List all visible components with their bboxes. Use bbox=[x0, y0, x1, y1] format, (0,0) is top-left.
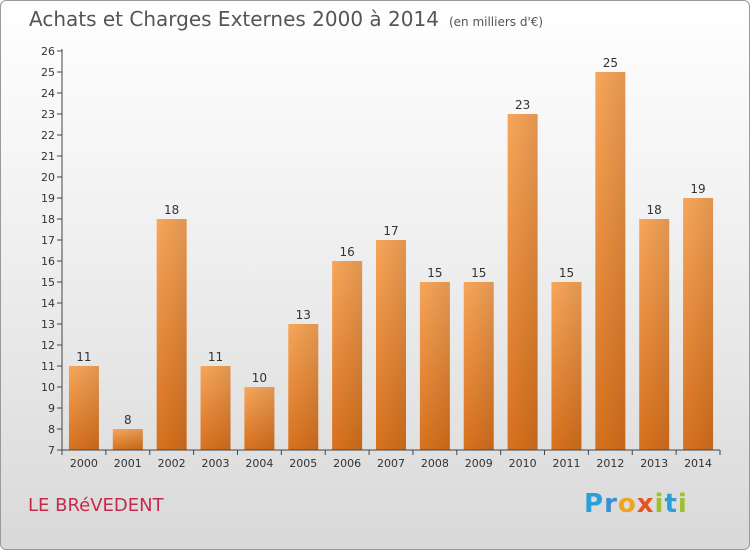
bar-shade bbox=[288, 324, 319, 450]
y-tick-label: 19 bbox=[41, 192, 55, 205]
x-tick-label: 2006 bbox=[333, 457, 361, 470]
logo-letter: x bbox=[636, 489, 655, 519]
x-tick-label: 2009 bbox=[465, 457, 493, 470]
y-tick-label: 23 bbox=[41, 108, 55, 121]
bar-shade bbox=[595, 72, 626, 450]
y-tick-label: 18 bbox=[41, 213, 55, 226]
logo-letter: o bbox=[617, 489, 637, 519]
bar-value-label: 15 bbox=[559, 266, 574, 280]
y-tick-label: 26 bbox=[41, 45, 55, 58]
y-tick-label: 10 bbox=[41, 381, 55, 394]
y-tick-label: 20 bbox=[41, 171, 55, 184]
bar-shade bbox=[551, 282, 582, 450]
bar-value-label: 10 bbox=[252, 371, 267, 385]
x-tick-label: 2012 bbox=[596, 457, 624, 470]
bar-value-label: 11 bbox=[208, 350, 223, 364]
bar-shade bbox=[200, 366, 231, 450]
bar-value-label: 15 bbox=[427, 266, 442, 280]
bar-value-label: 8 bbox=[124, 413, 132, 427]
bar-value-label: 19 bbox=[690, 182, 705, 196]
proxiti-logo: Proxiti bbox=[584, 489, 688, 519]
bar-shade bbox=[332, 261, 363, 450]
bar-shade bbox=[376, 240, 406, 450]
y-tick-label: 24 bbox=[41, 87, 55, 100]
bar-value-label: 15 bbox=[471, 266, 486, 280]
y-tick-label: 22 bbox=[41, 129, 55, 142]
bar-value-label: 23 bbox=[515, 98, 530, 112]
x-tick-label: 2000 bbox=[70, 457, 98, 470]
place-name: LE BRéVEDENT bbox=[28, 495, 164, 516]
bar-shade bbox=[244, 387, 275, 450]
logo-letter: i bbox=[677, 489, 688, 519]
y-tick-label: 8 bbox=[48, 423, 55, 436]
bar-value-label: 18 bbox=[164, 203, 179, 217]
logo-letter: t bbox=[664, 489, 678, 519]
logo-letter: r bbox=[604, 489, 618, 519]
bar-shade bbox=[68, 366, 99, 450]
chart-title-block: Achats et Charges Externes 2000 à 2014 (e… bbox=[29, 7, 543, 31]
bar-shade bbox=[463, 282, 494, 450]
y-tick-label: 7 bbox=[48, 444, 55, 457]
x-tick-label: 2005 bbox=[289, 457, 317, 470]
y-tick-label: 12 bbox=[41, 339, 55, 352]
bar-value-label: 25 bbox=[603, 56, 618, 70]
x-tick-label: 2008 bbox=[421, 457, 449, 470]
logo-letter: P bbox=[584, 489, 605, 519]
bar-shade bbox=[683, 198, 714, 450]
x-tick-label: 2001 bbox=[114, 457, 142, 470]
x-tick-label: 2007 bbox=[377, 457, 405, 470]
x-tick-label: 2014 bbox=[684, 457, 712, 470]
y-tick-label: 25 bbox=[41, 66, 55, 79]
x-tick-label: 2011 bbox=[552, 457, 580, 470]
x-tick-label: 2013 bbox=[640, 457, 668, 470]
bar-value-label: 17 bbox=[383, 224, 398, 238]
y-tick-label: 16 bbox=[41, 255, 55, 268]
y-tick-label: 9 bbox=[48, 402, 55, 415]
y-tick-label: 21 bbox=[41, 150, 55, 163]
y-tick-label: 17 bbox=[41, 234, 55, 247]
chart-unit: (en milliers d'€) bbox=[448, 15, 544, 29]
bar-shade bbox=[112, 429, 143, 450]
bar-shade bbox=[156, 219, 187, 450]
y-tick-label: 14 bbox=[41, 297, 55, 310]
x-tick-label: 2004 bbox=[245, 457, 273, 470]
bar-value-label: 13 bbox=[296, 308, 311, 322]
bar-value-label: 11 bbox=[76, 350, 91, 364]
x-tick-label: 2003 bbox=[202, 457, 230, 470]
logo-letter: i bbox=[654, 489, 665, 519]
y-tick-label: 13 bbox=[41, 318, 55, 331]
y-tick-label: 15 bbox=[41, 276, 55, 289]
bar-value-label: 18 bbox=[647, 203, 662, 217]
bar-shade bbox=[419, 282, 450, 450]
bar-shade bbox=[639, 219, 670, 450]
bar-value-label: 16 bbox=[339, 245, 354, 259]
bar-shade bbox=[507, 114, 538, 450]
x-tick-label: 2002 bbox=[158, 457, 186, 470]
chart-title: Achats et Charges Externes 2000 à 2014 bbox=[29, 7, 439, 31]
y-tick-label: 11 bbox=[41, 360, 55, 373]
x-tick-label: 2010 bbox=[509, 457, 537, 470]
